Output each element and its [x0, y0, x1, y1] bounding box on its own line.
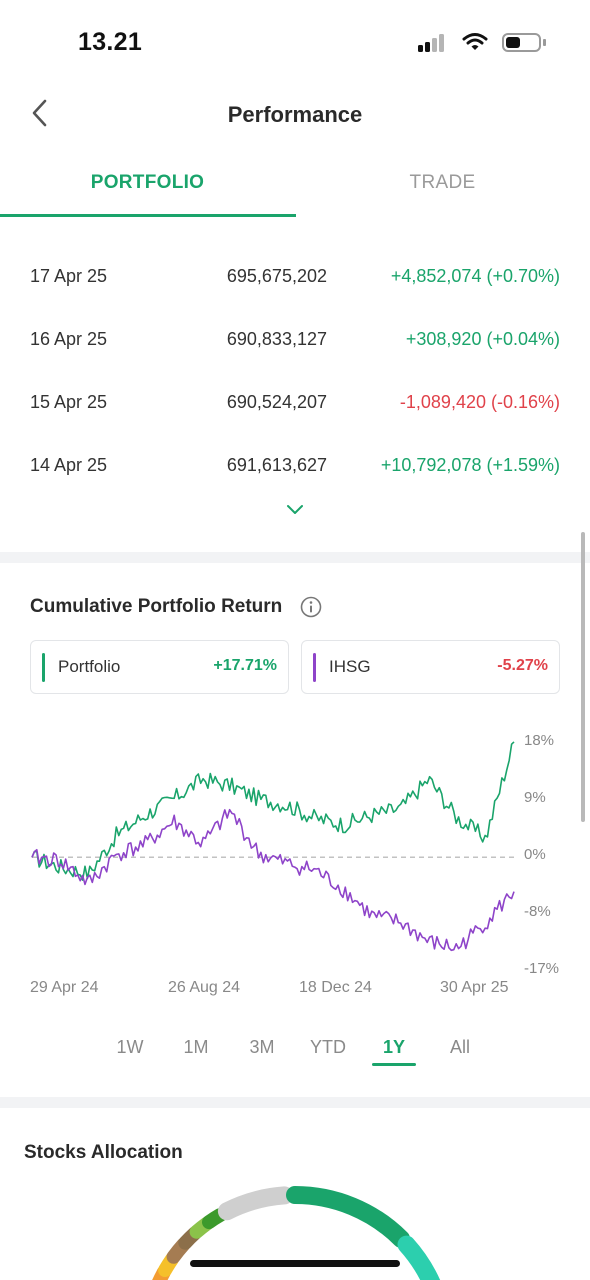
table-row-partial: [0, 215, 590, 231]
home-indicator: [190, 1260, 400, 1267]
y-tick-label: 0%: [524, 846, 546, 863]
series-line-ihsg: [31, 808, 515, 952]
cellular-signal-icon: [418, 32, 448, 52]
row-change: -1,089,420 (-0.16%): [399, 392, 560, 412]
row-value: 691,613,627: [226, 455, 327, 475]
period-1w[interactable]: 1W: [116, 1037, 144, 1057]
row-date: 15 Apr 25: [30, 392, 108, 412]
y-tick-label: -8%: [524, 903, 551, 920]
x-tick-label: 18 Dec 24: [299, 979, 372, 996]
legend-name: IHSG: [329, 657, 371, 676]
row-date: 17 Apr 25: [30, 266, 108, 286]
legend-value: +17.71%: [213, 657, 277, 674]
active-tab-indicator: [0, 214, 296, 217]
legend-color-bar: [313, 653, 316, 682]
row-date: 14 Apr 25: [30, 455, 108, 475]
allocation-segment[interactable]: [217, 1186, 294, 1221]
legend-name: Portfolio: [58, 657, 121, 676]
allocation-segment[interactable]: [202, 1208, 227, 1230]
y-tick-label: 9%: [524, 789, 546, 806]
status-icons: [418, 32, 546, 52]
legend-ihsg[interactable]: IHSG -5.27%: [301, 640, 560, 694]
table-row: 14 Apr 25 691,613,627 +10,792,078 (+1.59…: [0, 446, 590, 486]
scrollbar[interactable]: [581, 532, 585, 822]
x-tick-label: 29 Apr 24: [30, 979, 99, 996]
row-value: 690,833,127: [226, 329, 327, 349]
section-divider: [0, 552, 590, 563]
row-date: 16 Apr 25: [30, 329, 108, 349]
period-selector: 1W 1M 3M YTD 1Y All: [0, 1032, 590, 1072]
battery-icon: [502, 32, 546, 52]
table-row: 17 Apr 25 695,675,202 +4,852,074 (+0.70%…: [0, 257, 590, 297]
allocation-segment[interactable]: [397, 1235, 441, 1280]
tab-trade[interactable]: TRADE: [409, 172, 476, 193]
row-change: +308,920 (+0.04%): [405, 329, 560, 349]
x-tick-label: 30 Apr 25: [440, 979, 509, 996]
allocation-segment[interactable]: [286, 1185, 411, 1248]
x-tick-label: 26 Aug 24: [168, 979, 240, 996]
y-tick-label: 18%: [524, 732, 554, 749]
cumulative-return-chart[interactable]: 18% 9% 0% -8% -17% 29 Apr 24 26 Aug 24 18 Dec 2…: [0, 720, 590, 1010]
legend-value: -5.27%: [497, 657, 548, 674]
tab-bar: PORTFOLIO TRADE: [0, 160, 590, 218]
cumulative-return-title: Cumulative Portfolio Return: [30, 596, 283, 617]
legend-color-bar: [42, 653, 45, 682]
chevron-left-icon[interactable]: [28, 98, 52, 128]
active-period-indicator: [372, 1063, 416, 1066]
header: Performance: [0, 84, 590, 146]
period-3m[interactable]: 3M: [249, 1037, 275, 1057]
legend-portfolio[interactable]: Portfolio +17.71%: [30, 640, 289, 694]
period-1y[interactable]: 1Y: [382, 1037, 406, 1057]
table-row: 16 Apr 25 690,833,127 +308,920 (+0.04%): [0, 320, 590, 360]
section-divider: [0, 1097, 590, 1108]
period-all[interactable]: All: [449, 1037, 471, 1057]
stocks-allocation-title: Stocks Allocation: [24, 1142, 183, 1163]
status-bar: 13.21: [0, 0, 590, 80]
y-tick-label: -17%: [524, 960, 559, 977]
period-ytd[interactable]: YTD: [310, 1037, 346, 1057]
row-change: +10,792,078 (+1.59%): [380, 455, 560, 475]
allocation-donut-chart[interactable]: [0, 1160, 590, 1280]
chevron-down-icon[interactable]: [285, 502, 305, 516]
row-change: +4,852,074 (+0.70%): [390, 266, 560, 286]
wifi-icon: [462, 33, 488, 50]
series-line-portfolio: [31, 741, 515, 881]
period-1m[interactable]: 1M: [183, 1037, 209, 1057]
row-value: 695,675,202: [226, 266, 327, 286]
page-title: Performance: [227, 102, 363, 127]
tab-portfolio[interactable]: PORTFOLIO: [90, 172, 205, 193]
table-row: 15 Apr 25 690,524,207 -1,089,420 (-0.16%…: [0, 383, 590, 423]
info-icon[interactable]: [300, 596, 322, 618]
daily-performance-table[interactable]: 17 Apr 25 695,675,202 +4,852,074 (+0.70%…: [0, 215, 590, 495]
status-time: 13.21: [78, 28, 143, 56]
row-value: 690,524,207: [226, 392, 327, 412]
